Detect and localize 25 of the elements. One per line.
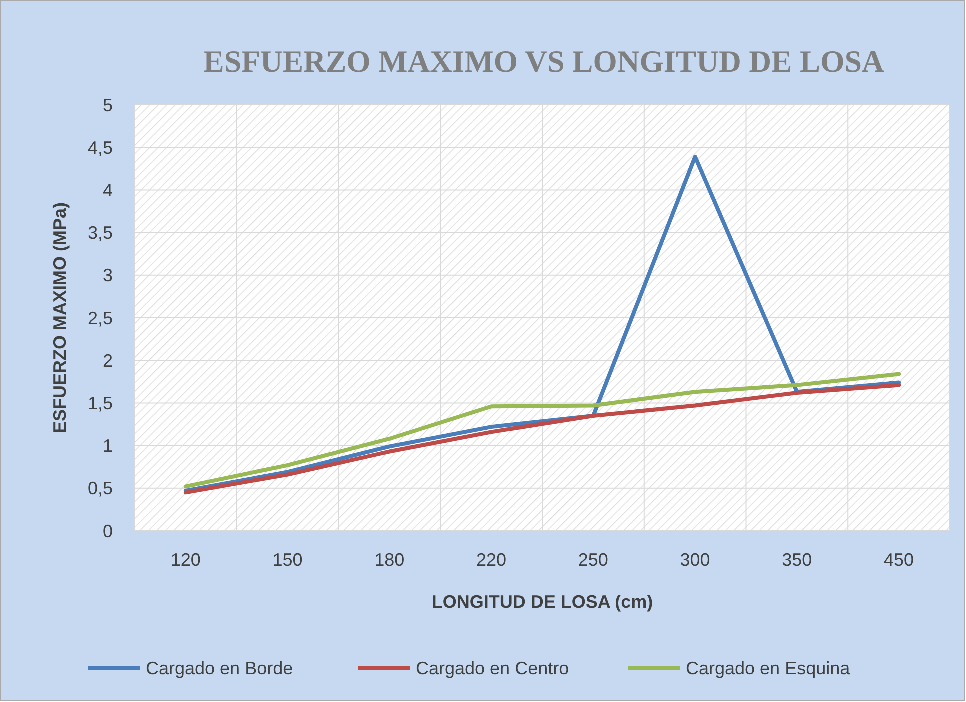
y-tick-label: 3 xyxy=(102,266,113,286)
x-tick-label: 120 xyxy=(170,550,201,570)
y-tick-label: 1 xyxy=(102,436,113,456)
x-tick-label: 300 xyxy=(680,550,710,570)
x-tick-label: 180 xyxy=(374,550,405,570)
y-tick-label: 2,5 xyxy=(88,308,113,328)
x-tick-label: 150 xyxy=(272,550,303,570)
y-tick-label: 0 xyxy=(102,521,113,542)
x-tick-label: 250 xyxy=(578,550,608,570)
x-tick-label: 350 xyxy=(782,550,812,570)
x-axis-title: LONGITUD DE LOSA (cm) xyxy=(432,592,654,612)
y-tick-label: 0,5 xyxy=(88,478,113,499)
y-axis-title: ESFUERZO MAXIMO (MPa) xyxy=(50,202,70,434)
legend-label: Cargado en Borde xyxy=(146,658,294,678)
chart-title: ESFUERZO MAXIMO VS LONGITUD DE LOSA xyxy=(204,44,885,79)
legend-label: Cargado en Centro xyxy=(416,658,570,678)
legend-label: Cargado en Esquina xyxy=(686,658,852,678)
y-tick-label: 3,5 xyxy=(88,223,113,244)
y-tick-label: 5 xyxy=(102,95,113,116)
y-tick-label: 1,5 xyxy=(88,394,113,414)
x-tick-label: 220 xyxy=(476,550,507,570)
y-tick-label: 4 xyxy=(102,180,113,200)
y-tick-label: 2 xyxy=(102,350,113,371)
y-tick-label: 4,5 xyxy=(88,138,113,158)
x-tick-label: 450 xyxy=(884,550,914,570)
